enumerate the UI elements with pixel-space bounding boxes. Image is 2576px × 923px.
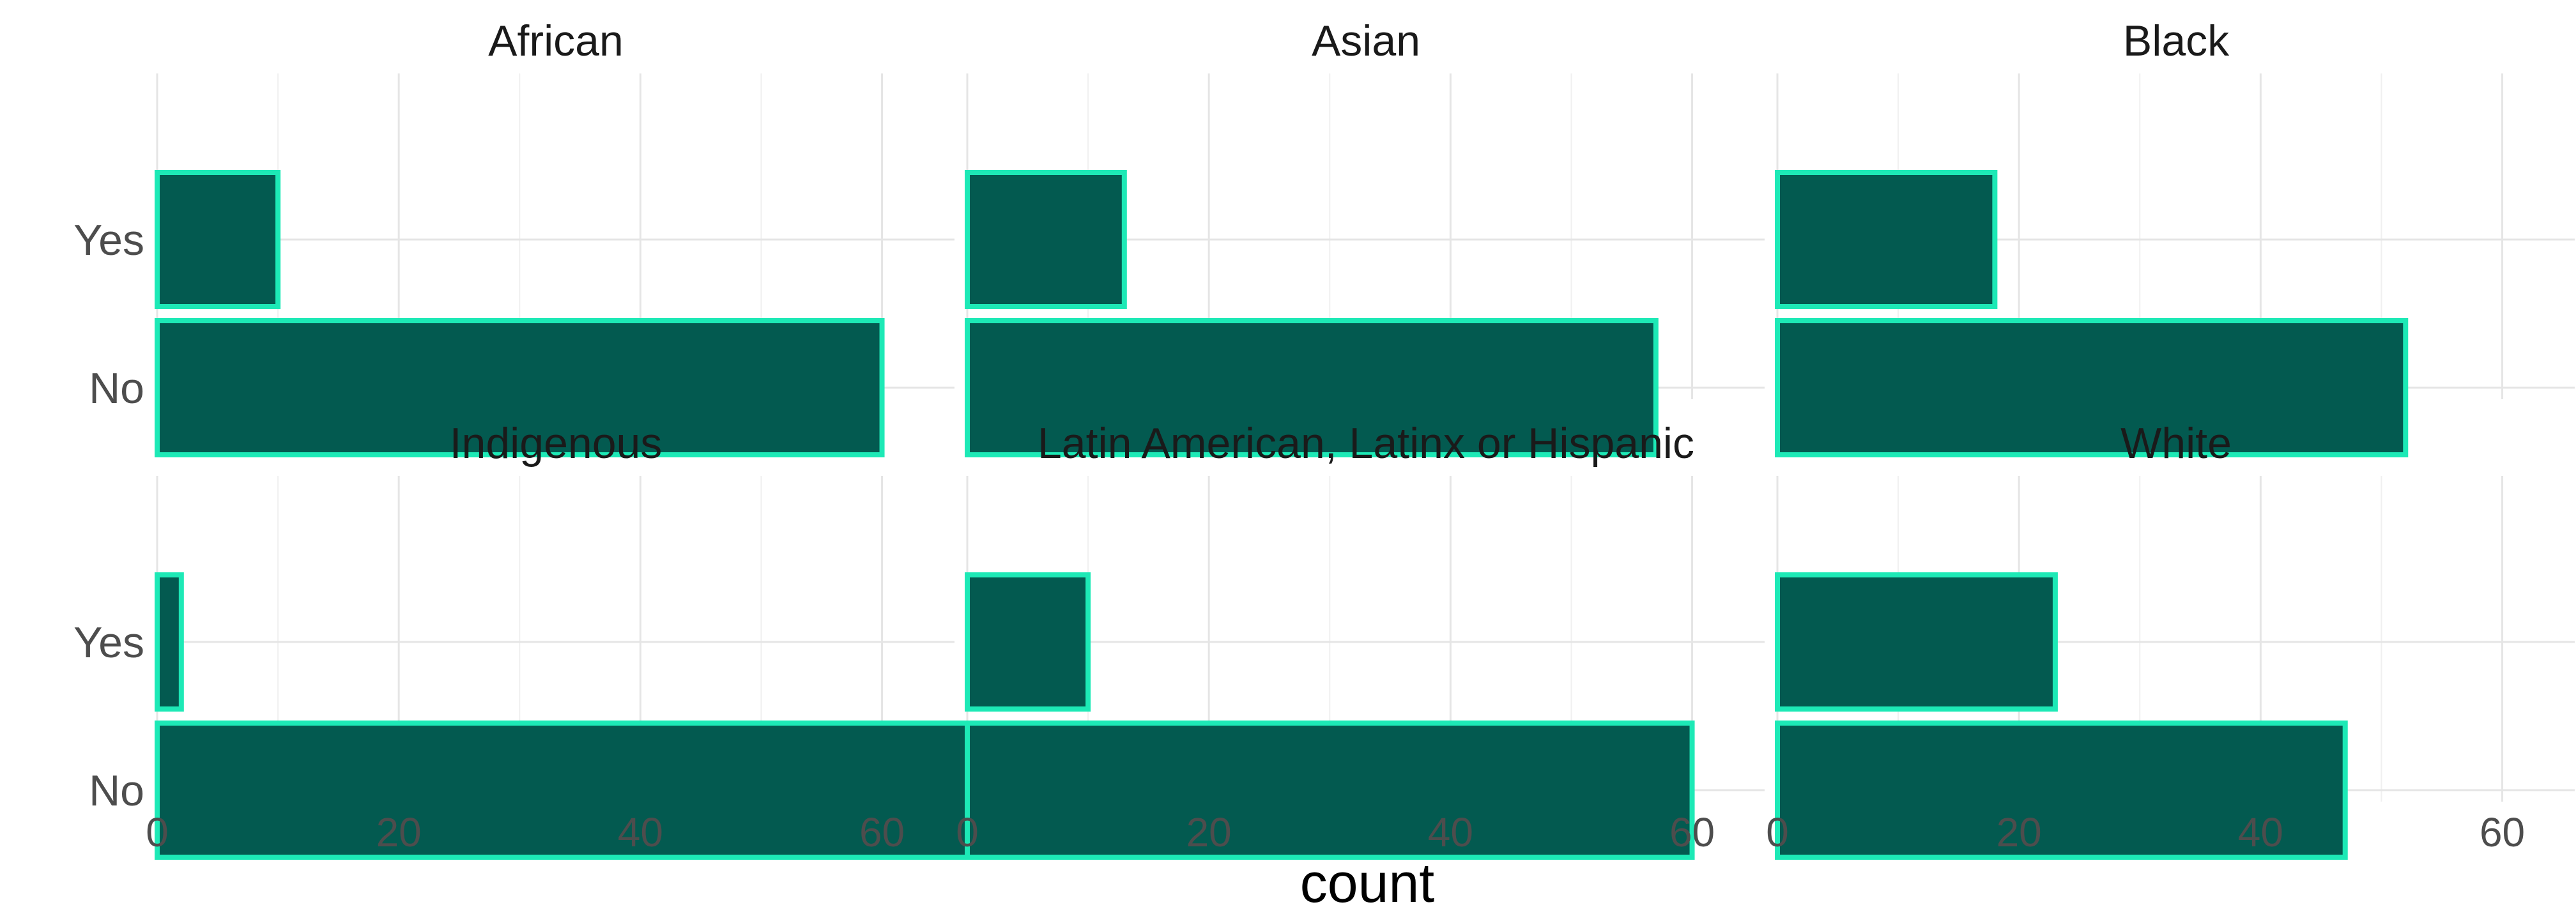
bar-no [155, 318, 885, 457]
bar-no [1775, 721, 2348, 860]
x-tick-label: 60 [1669, 809, 1715, 855]
x-tick-label: 40 [2238, 809, 2283, 855]
facet-panel: Latin American, Latinx or Hispanic 0 20 40 6… [956, 419, 1765, 860]
x-tick-label: 60 [859, 809, 905, 855]
facet-title: Latin American, Latinx or Hispanic [1038, 419, 1694, 468]
bar-yes [965, 170, 1127, 309]
x-tick-label: 40 [618, 809, 663, 855]
x-tick-label: 40 [1428, 809, 1473, 855]
x-tick-label: 0 [146, 809, 169, 855]
facet-panel: Black [1775, 17, 2575, 457]
bar-no [155, 721, 981, 860]
x-tick-label: 60 [2480, 809, 2525, 855]
bar-yes [965, 572, 1091, 712]
bar-yes [1775, 572, 2058, 712]
category-label: Yes [73, 618, 144, 667]
x-tick-label: 0 [956, 809, 979, 855]
facet-title: Black [2123, 17, 2230, 65]
facet-title: Asian [1312, 17, 1420, 65]
category-label: Yes [73, 216, 144, 264]
bar-yes [155, 572, 184, 712]
facet-title: White [2120, 419, 2232, 468]
x-tick-label: 20 [1997, 809, 2042, 855]
x-axis-title: count [1300, 853, 1434, 914]
facet-panel: Asian [965, 17, 1765, 457]
bar-no [965, 318, 1659, 457]
bar-yes [155, 170, 281, 309]
category-label: No [89, 767, 144, 815]
facet-panel: White 0 20 40 60 [1766, 419, 2575, 860]
x-tick-label: 20 [1186, 809, 1232, 855]
bar-no [1775, 318, 2409, 457]
x-tick-label: 0 [1766, 809, 1789, 855]
facet-title: African [488, 17, 624, 65]
bar-yes [1775, 170, 1998, 309]
bar-no [965, 721, 1695, 860]
facet-panel: African Yes No [73, 17, 954, 457]
facet-title: Indigenous [450, 419, 663, 468]
x-tick-label: 20 [376, 809, 422, 855]
category-label: No [89, 364, 144, 413]
